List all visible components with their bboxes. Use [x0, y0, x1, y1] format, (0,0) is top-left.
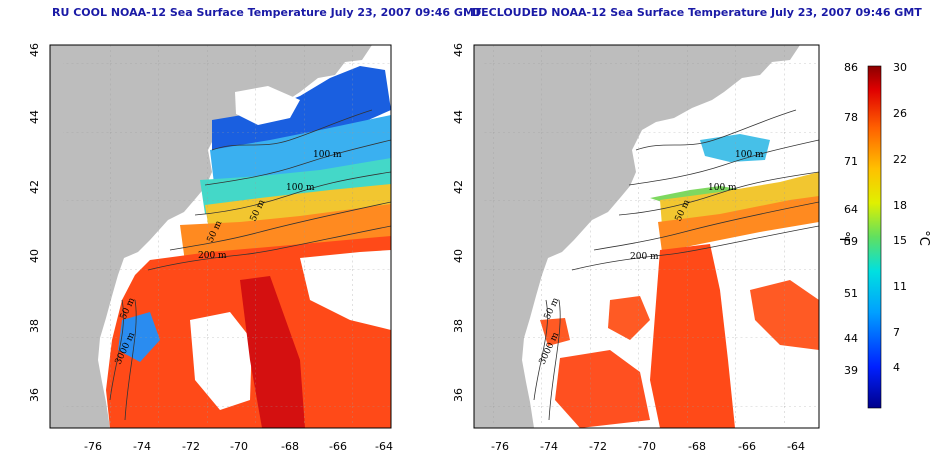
lat-tick-label: 36 — [28, 388, 41, 402]
contour-label: 100 m — [735, 150, 764, 160]
lon-tick-label: -68 — [688, 440, 706, 453]
right-map-frame — [473, 44, 820, 429]
fahrenheit-tick: 71 — [844, 155, 858, 168]
lat-tick-label: 44 — [28, 110, 41, 124]
celsius-tick: 4 — [893, 361, 900, 374]
lon-tick-label: -66 — [738, 440, 756, 453]
lat-tick-label: 42 — [28, 180, 41, 194]
lat-tick-label: 36 — [452, 388, 465, 402]
lon-tick-label: -74 — [540, 440, 558, 453]
lon-tick-label: -72 — [589, 440, 607, 453]
celsius-tick: 30 — [893, 61, 907, 74]
left-panel-title: RU COOL NOAA-12 Sea Surface Temperature … — [52, 6, 482, 19]
lon-tick-label: -66 — [329, 440, 347, 453]
lon-tick-label: -64 — [787, 440, 805, 453]
colorbar-gradient — [867, 65, 882, 409]
contour-label: 100 m — [286, 183, 315, 193]
left-map-panel: 100 m 100 m 50 m 50 m 200 m 50 m 3000 m … — [28, 43, 393, 453]
celsius-tick: 22 — [893, 153, 907, 166]
right-panel-title: DECLOUDED NOAA-12 Sea Surface Temperatur… — [472, 6, 922, 19]
lon-tick-label: -64 — [375, 440, 393, 453]
lat-tick-label: 46 — [452, 43, 465, 57]
lon-tick-label: -76 — [84, 440, 102, 453]
contour-label: 100 m — [313, 150, 342, 160]
lat-tick-label: 38 — [452, 319, 465, 333]
lat-tick-label: 44 — [452, 110, 465, 124]
left-lon-axis: -76 -74 -72 -70 -68 -66 -64 — [84, 440, 393, 453]
fahrenheit-tick: 64 — [844, 203, 858, 216]
fahrenheit-unit-label: °F — [836, 231, 851, 245]
lon-tick-label: -72 — [182, 440, 200, 453]
lon-tick-label: -68 — [281, 440, 299, 453]
fahrenheit-scale: 86 78 71 64 59 51 44 39 — [844, 61, 858, 377]
fahrenheit-tick: 51 — [844, 287, 858, 300]
contour-label: 200 m — [198, 251, 227, 261]
fahrenheit-tick: 59 — [844, 235, 858, 248]
lat-tick-label: 42 — [452, 180, 465, 194]
fahrenheit-tick: 39 — [844, 364, 858, 377]
right-lat-axis: 36 38 40 42 44 46 — [452, 43, 465, 402]
lon-tick-label: -70 — [230, 440, 248, 453]
celsius-tick: 7 — [893, 326, 900, 339]
right-map-panel: 100 m 100 m 50 m 200 m 50 m 3000 m -76 -… — [452, 43, 820, 453]
lat-tick-label: 38 — [28, 319, 41, 333]
celsius-tick: 26 — [893, 107, 907, 120]
contour-label: 100 m — [708, 183, 737, 193]
fahrenheit-tick: 44 — [844, 332, 858, 345]
lon-tick-label: -76 — [491, 440, 509, 453]
left-lat-axis: 36 38 40 42 44 46 — [28, 43, 41, 402]
left-map-frame — [49, 44, 392, 429]
celsius-tick: 15 — [893, 234, 907, 247]
celsius-unit-label: °C — [916, 230, 931, 246]
fahrenheit-tick: 78 — [844, 111, 858, 124]
celsius-scale: 30 26 22 18 15 11 7 4 — [893, 61, 907, 374]
bathymetry-contours — [533, 109, 819, 421]
celsius-tick: 11 — [893, 280, 907, 293]
contour-label: 200 m — [630, 252, 659, 262]
bathymetry-contours — [109, 109, 391, 421]
celsius-tick: 18 — [893, 199, 907, 212]
lat-tick-label: 40 — [28, 249, 41, 263]
temperature-colorbar: 86 78 71 64 59 51 44 39 30 26 22 18 15 1… — [836, 61, 931, 409]
right-lon-axis: -76 -74 -72 -70 -68 -66 -64 — [491, 440, 805, 453]
fahrenheit-tick: 86 — [844, 61, 858, 74]
lon-tick-label: -74 — [133, 440, 151, 453]
lat-tick-label: 46 — [28, 43, 41, 57]
lon-tick-label: -70 — [638, 440, 656, 453]
lat-tick-label: 40 — [452, 249, 465, 263]
